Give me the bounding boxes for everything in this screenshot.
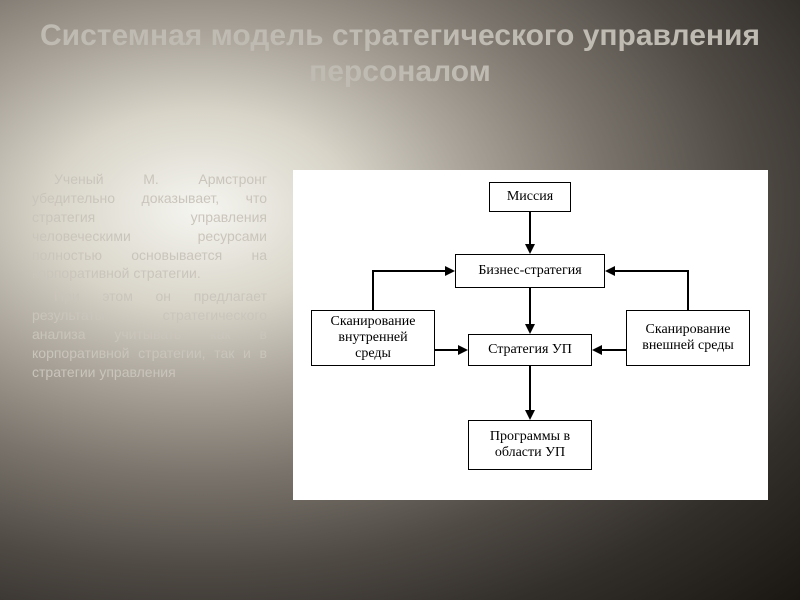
edge-scanext-business-h <box>615 270 689 272</box>
arrowhead-strategy-programs <box>525 410 535 420</box>
arrowhead-business-strategy <box>525 324 535 334</box>
edge-mission-business <box>529 212 531 246</box>
edge-scanint-business-v <box>372 271 374 310</box>
arrowhead-scanint-business <box>445 266 455 276</box>
body-text: Ученый М. Армстронг убедительно доказыва… <box>32 170 267 386</box>
paragraph-1: Ученый М. Армстронг убедительно доказыва… <box>32 170 267 283</box>
edge-scanext-business-v <box>687 271 689 310</box>
slide-title: Системная модель стратегического управле… <box>0 18 800 90</box>
arrowhead-scanext-business <box>605 266 615 276</box>
arrowhead-mission-business <box>525 244 535 254</box>
node-scan-external: Сканирование внешней среды <box>626 310 750 366</box>
edge-strategy-programs <box>529 366 531 412</box>
node-mission: Миссия <box>489 182 571 212</box>
edge-scanint-strategy <box>435 349 460 351</box>
edge-scanint-business-h <box>372 270 447 272</box>
node-programs: Программы в области УП <box>468 420 592 470</box>
node-scan-internal: Сканирование внутренней среды <box>311 310 435 366</box>
flowchart: Миссия Бизнес-стратегия Сканирование вну… <box>293 170 768 500</box>
edge-business-strategy <box>529 288 531 326</box>
node-strategy-up: Стратегия УП <box>468 334 592 366</box>
edge-scanext-strategy <box>602 349 626 351</box>
paragraph-2: При этом он предлагает результаты страте… <box>32 287 267 381</box>
arrowhead-scanint-strategy <box>458 345 468 355</box>
arrowhead-scanext-strategy <box>592 345 602 355</box>
node-business-strategy: Бизнес-стратегия <box>455 254 605 288</box>
